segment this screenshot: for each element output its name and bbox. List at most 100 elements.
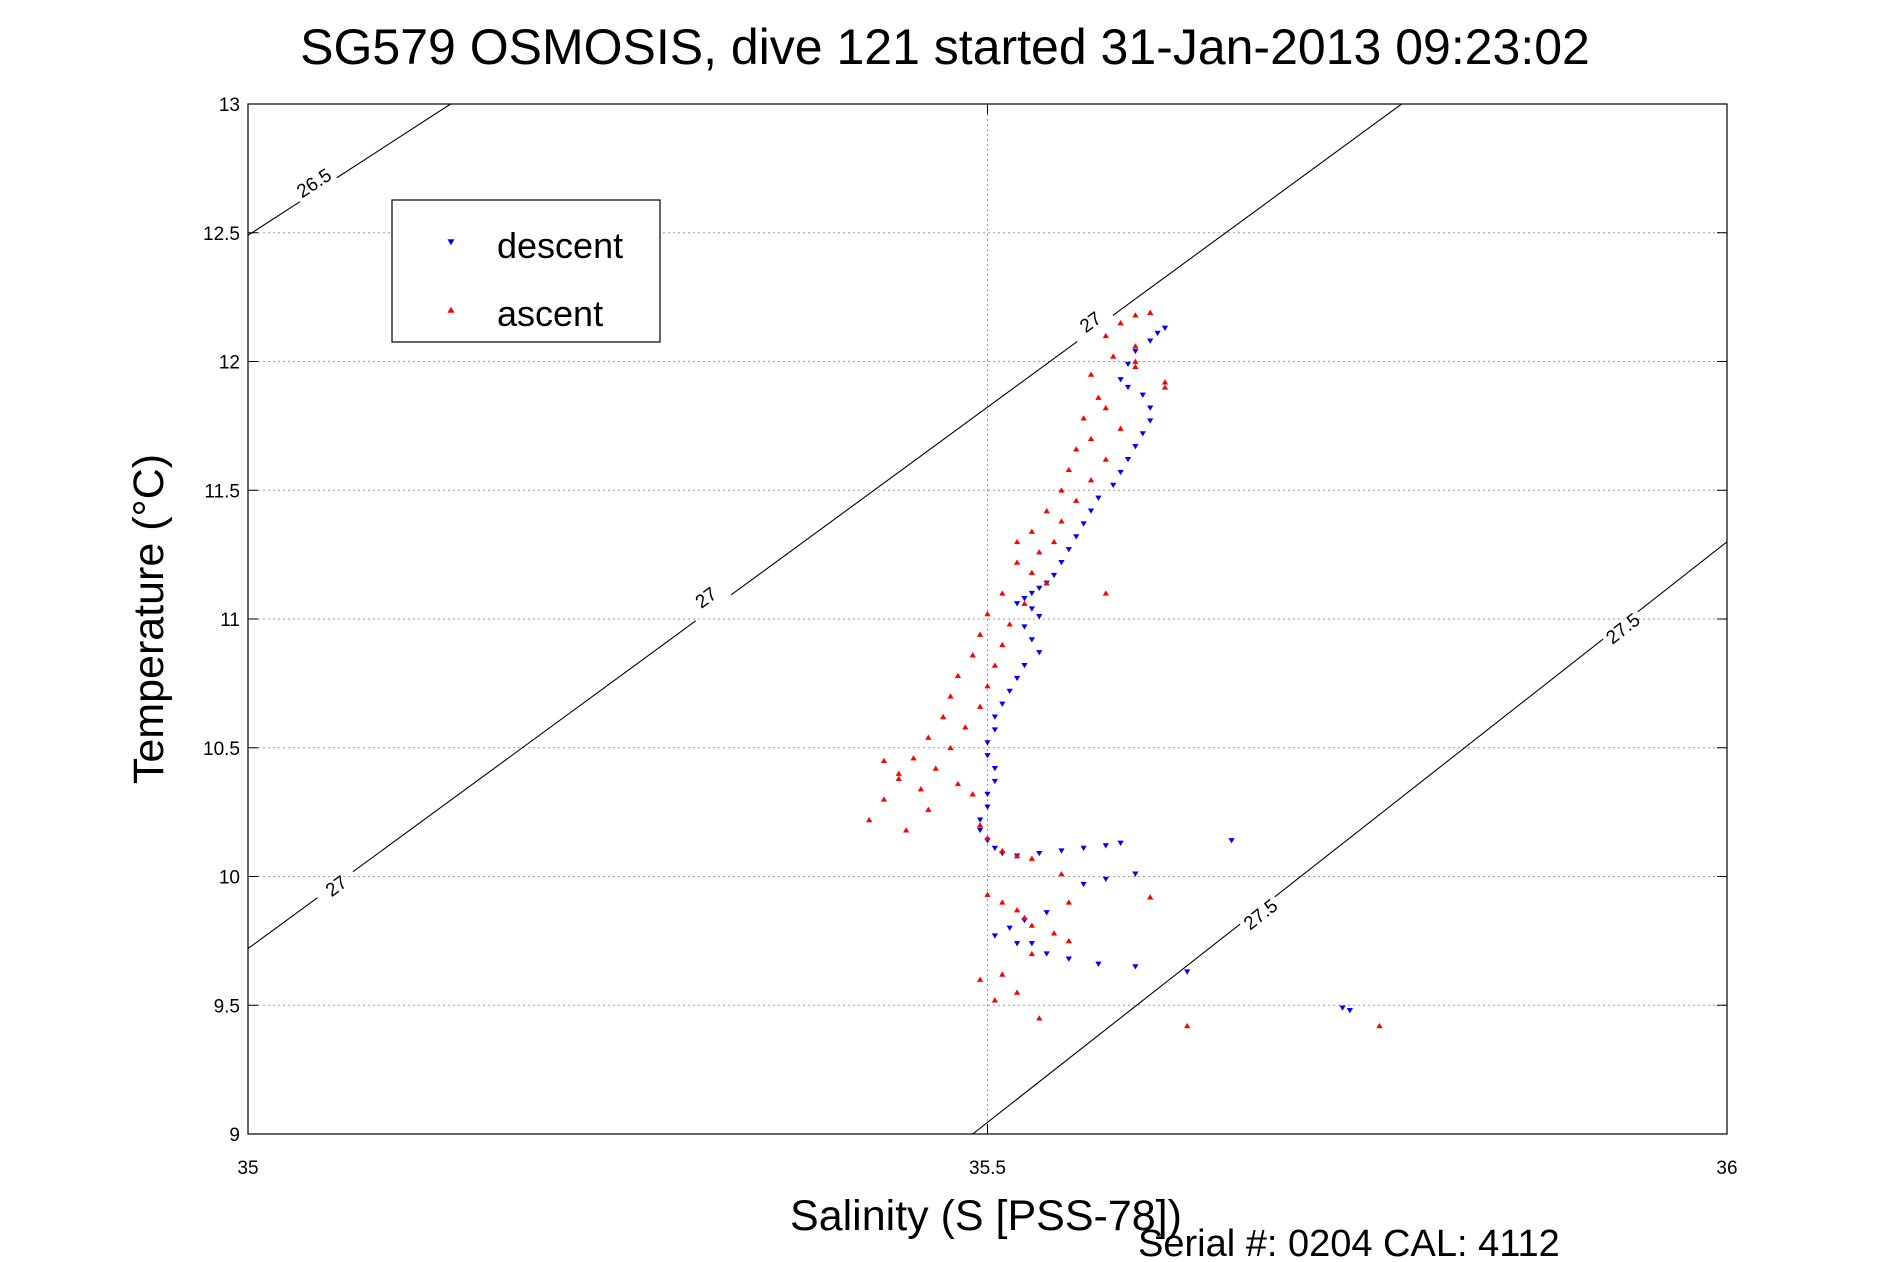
ascent-point — [1050, 538, 1058, 545]
legend: descent ascent — [391, 199, 661, 343]
descent-point — [999, 701, 1006, 707]
ascent-point — [1021, 600, 1028, 606]
legend-marker-ascent — [447, 306, 455, 313]
ascent-point — [1080, 415, 1087, 421]
ascent-point — [999, 641, 1006, 648]
descent-point — [1073, 534, 1080, 540]
descent-point — [1154, 330, 1161, 337]
ascent-point — [1087, 371, 1095, 377]
descent-point — [1036, 850, 1043, 857]
descent-point — [1346, 1008, 1353, 1014]
serial-cal-footer: Serial #: 0204 CAL: 4112 — [1138, 1223, 1560, 1262]
ascent-point — [1132, 312, 1139, 318]
ascent-point — [1161, 379, 1169, 385]
ascent-point — [903, 827, 910, 833]
y-tick-label: 10 — [219, 868, 240, 889]
ascent-point — [1021, 914, 1028, 921]
descent-point — [1006, 925, 1013, 931]
descent-point — [1043, 910, 1050, 916]
ascent-point — [991, 997, 999, 1003]
ascent-point — [947, 693, 954, 699]
ascent-point — [954, 672, 962, 679]
chart-title: SG579 OSMOSIS, dive 121 started 31-Jan-2… — [300, 19, 1590, 75]
ascent-point — [976, 976, 984, 982]
density-contour-label: 27.5 — [1240, 895, 1282, 934]
descent-point — [1102, 876, 1109, 883]
legend-label-ascent: ascent — [497, 293, 603, 334]
ascent-point — [1058, 487, 1065, 493]
ascent-point — [999, 899, 1006, 905]
descent-point — [1013, 941, 1021, 947]
descent-point — [1036, 585, 1043, 592]
density-contour-label: 27.5 — [1602, 610, 1644, 649]
x-axis-label: Salinity (S [PSS-78]) — [790, 1192, 1182, 1240]
density-contour-line — [1637, 541, 1727, 613]
descent-point — [1013, 601, 1021, 607]
descent-point — [991, 933, 999, 939]
descent-point — [1080, 845, 1087, 852]
descent-point — [984, 791, 991, 798]
descent-point — [1102, 843, 1109, 849]
density-contour-line — [352, 620, 696, 873]
x-axis-ticks: 35 35.5 36 — [237, 104, 1738, 1179]
descent-point — [1087, 508, 1095, 514]
ascent-point — [1073, 446, 1080, 452]
descent-point — [1117, 840, 1124, 846]
ascent-point — [1036, 549, 1043, 555]
descent-point — [1132, 348, 1139, 355]
descent-point — [1043, 951, 1050, 957]
ascent-point — [1147, 309, 1154, 315]
ascent-point — [1117, 319, 1124, 326]
ascent-point — [976, 703, 984, 709]
ascent-point — [976, 822, 984, 828]
ascent-point — [976, 631, 984, 637]
legend-box — [391, 199, 661, 343]
ascent-point — [1117, 425, 1124, 431]
descent-point — [991, 765, 999, 772]
ascent-point — [1073, 497, 1080, 503]
density-contour-line — [1112, 104, 1402, 316]
descent-point — [1132, 444, 1139, 450]
descent-point — [984, 804, 991, 810]
y-tick-label: 10.5 — [203, 739, 240, 760]
x-tick-label: 35.5 — [969, 1158, 1006, 1179]
y-axis-ticks: 9 9.5 10 10.5 11 11.5 12 12.5 13 — [203, 95, 1727, 1146]
descent-point — [1006, 688, 1013, 695]
ascent-point — [932, 765, 939, 771]
ascent-point — [1013, 907, 1021, 913]
descent-point — [1228, 838, 1235, 844]
ascent-point — [1110, 353, 1117, 359]
descent-point — [1117, 377, 1124, 383]
ascent-point — [999, 847, 1006, 854]
ascent-point — [1102, 332, 1109, 339]
series-ascent — [866, 309, 1383, 1029]
descent-point — [1339, 1005, 1346, 1011]
descent-point — [976, 817, 984, 823]
descent-point — [1065, 547, 1072, 553]
density-contour-label: 27 — [692, 584, 721, 613]
density-contour-label: 27 — [322, 872, 351, 901]
ascent-point — [962, 724, 969, 730]
ascent-point — [954, 780, 962, 787]
ascent-point — [1028, 528, 1035, 534]
descent-point — [1147, 405, 1154, 411]
ascent-point — [940, 713, 947, 720]
ascent-point — [1028, 950, 1035, 957]
ascent-point — [1006, 621, 1013, 627]
ascent-point — [1065, 466, 1072, 473]
x-tick-label: 35 — [237, 1158, 258, 1179]
descent-point — [1184, 969, 1191, 975]
descent-point — [1147, 338, 1154, 344]
descent-point — [976, 827, 984, 834]
descent-point — [1110, 482, 1117, 489]
y-tick-label: 11.5 — [204, 481, 240, 502]
descent-point — [1036, 614, 1043, 620]
descent-point — [1028, 637, 1035, 643]
descent-point — [1013, 675, 1021, 682]
descent-point — [984, 753, 991, 759]
legend-label-descent: descent — [497, 225, 623, 266]
legend-marker-descent — [447, 239, 455, 246]
descent-point — [1080, 881, 1087, 888]
ascent-point — [880, 757, 888, 764]
legend-marker-ascent-icon — [447, 306, 455, 313]
